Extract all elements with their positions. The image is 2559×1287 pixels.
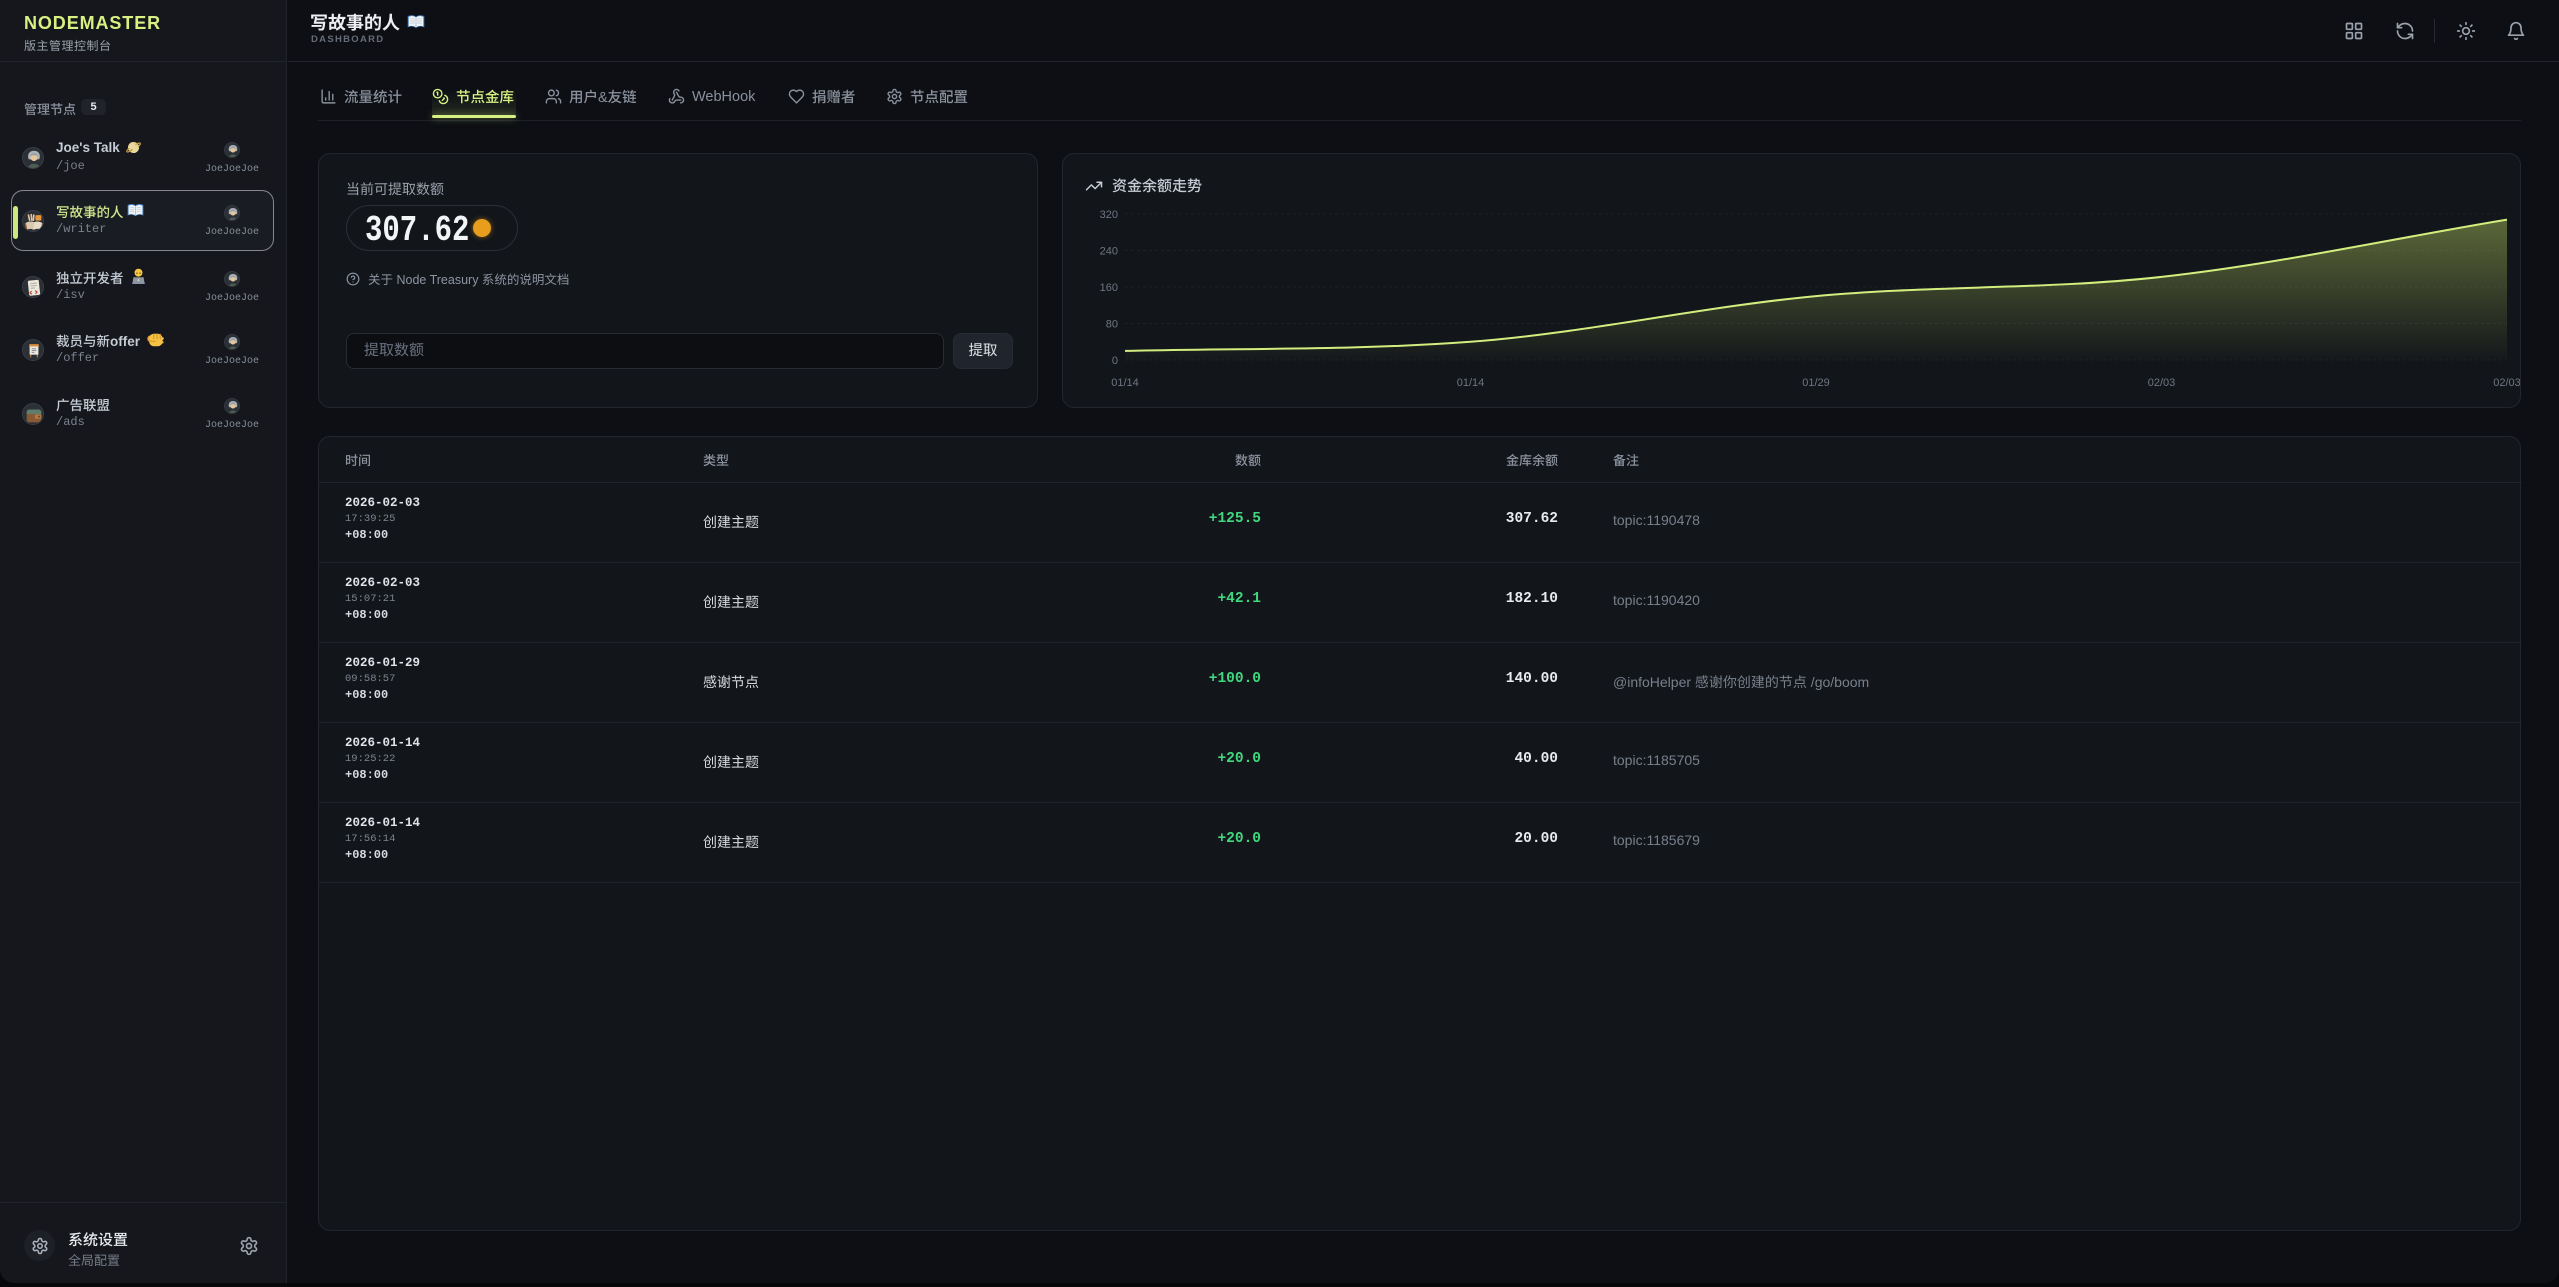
- svg-text:01/14: 01/14: [1457, 377, 1485, 389]
- svg-text:80: 80: [1106, 319, 1118, 331]
- svg-text:240: 240: [1100, 246, 1118, 258]
- svg-text:02/03: 02/03: [2148, 377, 2176, 389]
- svg-text:01/14: 01/14: [1111, 377, 1139, 389]
- svg-text:320: 320: [1100, 209, 1118, 221]
- svg-text:02/03: 02/03: [2493, 377, 2520, 389]
- svg-text:160: 160: [1100, 282, 1118, 294]
- svg-text:0: 0: [1112, 355, 1118, 367]
- svg-text:01/29: 01/29: [1802, 377, 1830, 389]
